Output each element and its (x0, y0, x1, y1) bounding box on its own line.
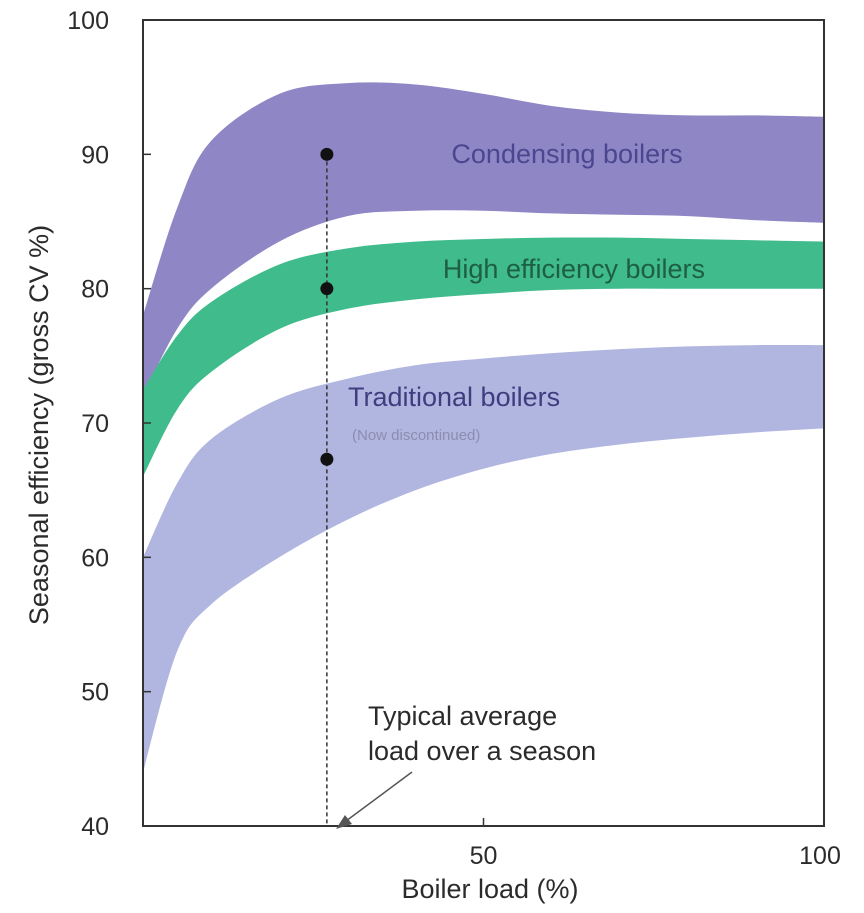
x-axis-ticks: 50 100 (470, 818, 841, 870)
y-tick-label: 60 (81, 544, 109, 572)
data-points (320, 147, 334, 466)
y-tick-label: 80 (81, 276, 109, 304)
y-axis-label: Seasonal efficiency (gross CV %) (24, 225, 54, 625)
data-point (320, 147, 334, 161)
efficiency-bands (143, 82, 824, 773)
band-sublabel-traditional: (Now discontinued) (352, 427, 480, 444)
y-axis-ticks: 40 50 60 70 80 90 100 (67, 7, 151, 841)
y-tick-label: 50 (81, 679, 109, 707)
band-label-traditional: Traditional boilers (348, 382, 560, 412)
x-tick-label: 100 (799, 842, 841, 870)
annotation-arrowhead (336, 815, 352, 829)
data-point (320, 282, 334, 296)
band-label-condensing: Condensing boilers (451, 139, 682, 169)
band-condensing-boilers (143, 82, 824, 397)
x-axis-label: Boiler load (%) (401, 874, 578, 904)
y-tick-label: 90 (81, 141, 109, 169)
annotation-line-1: Typical average (368, 701, 557, 731)
band-label-high-efficiency: High efficiency boilers (443, 254, 705, 284)
y-tick-label: 40 (81, 813, 109, 841)
annotation-arrow (341, 771, 413, 825)
x-tick-label: 50 (470, 842, 498, 870)
band-high-efficiency-boilers (143, 237, 824, 477)
y-tick-label: 70 (81, 410, 109, 438)
data-point (320, 452, 334, 466)
annotation-line-2: load over a season (368, 736, 596, 766)
y-tick-label: 100 (67, 7, 109, 35)
band-traditional-boilers (143, 345, 824, 773)
